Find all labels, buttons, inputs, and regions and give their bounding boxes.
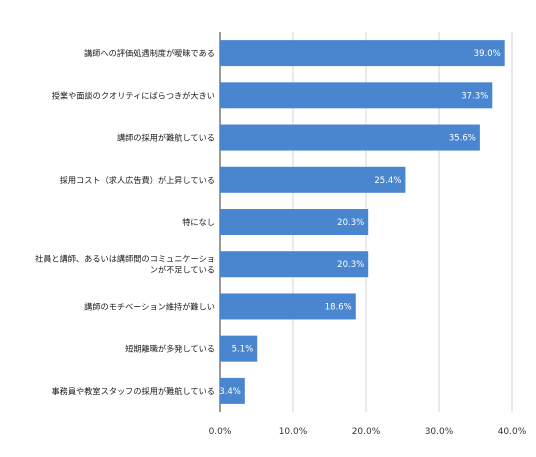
value-labels: 39.0% 37.3% 35.6% 25.4% 20.3% 20.3% 18.6% 5.1% 3… [219, 49, 500, 397]
bar [220, 209, 369, 235]
bar [220, 377, 245, 404]
category-labels: 講師への評価処遇制度が曖昧である授業や面談のクオリティにばらつきが大きい講師の採… [35, 48, 215, 396]
value-label: 25.4% [374, 176, 401, 186]
category-label: 事務員や教室スタッフの採用が難航している [51, 386, 215, 396]
category-label: 講師への評価処遇制度が曖昧である [84, 48, 215, 58]
category-label: 短期離職が多発している [125, 344, 215, 354]
x-tick-label: 40.0% [498, 427, 527, 437]
bars [220, 40, 505, 404]
bar [220, 251, 369, 278]
x-tick-label: 0.0% [209, 427, 232, 437]
value-label: 20.3% [337, 260, 364, 270]
value-label: 3.4% [219, 387, 241, 397]
bar [220, 335, 258, 362]
category-label: 社員と講師、あるいは講師間のコミュニケーショ [35, 254, 215, 264]
value-label: 5.1% [232, 345, 254, 355]
bar [220, 124, 480, 151]
bar [220, 40, 505, 67]
category-label: 特になし [182, 217, 215, 227]
value-label: 20.3% [337, 218, 364, 228]
value-label: 18.6% [325, 302, 352, 312]
category-label: 採用コスト（求人広告費）が上昇している [60, 175, 215, 185]
value-label: 39.0% [474, 49, 501, 59]
category-label: 授業や面談のクオリティにばらつきが大きい [52, 90, 215, 100]
category-label: 講師のモチベーション維持が難しい [84, 301, 215, 311]
value-label: 37.3% [461, 91, 488, 101]
x-tick-label: 30.0% [425, 427, 454, 437]
bar [220, 293, 356, 320]
category-label: ンが不足している [150, 265, 215, 275]
x-tick-label: 20.0% [352, 427, 381, 437]
category-label: 講師の採用が難航している [117, 133, 215, 143]
x-axis-ticks: 0.0% 10.0% 20.0% 30.0% 40.0% [209, 427, 527, 437]
bar [220, 82, 493, 109]
bar [220, 166, 406, 193]
x-tick-label: 10.0% [279, 427, 308, 437]
value-label: 35.6% [449, 134, 476, 144]
